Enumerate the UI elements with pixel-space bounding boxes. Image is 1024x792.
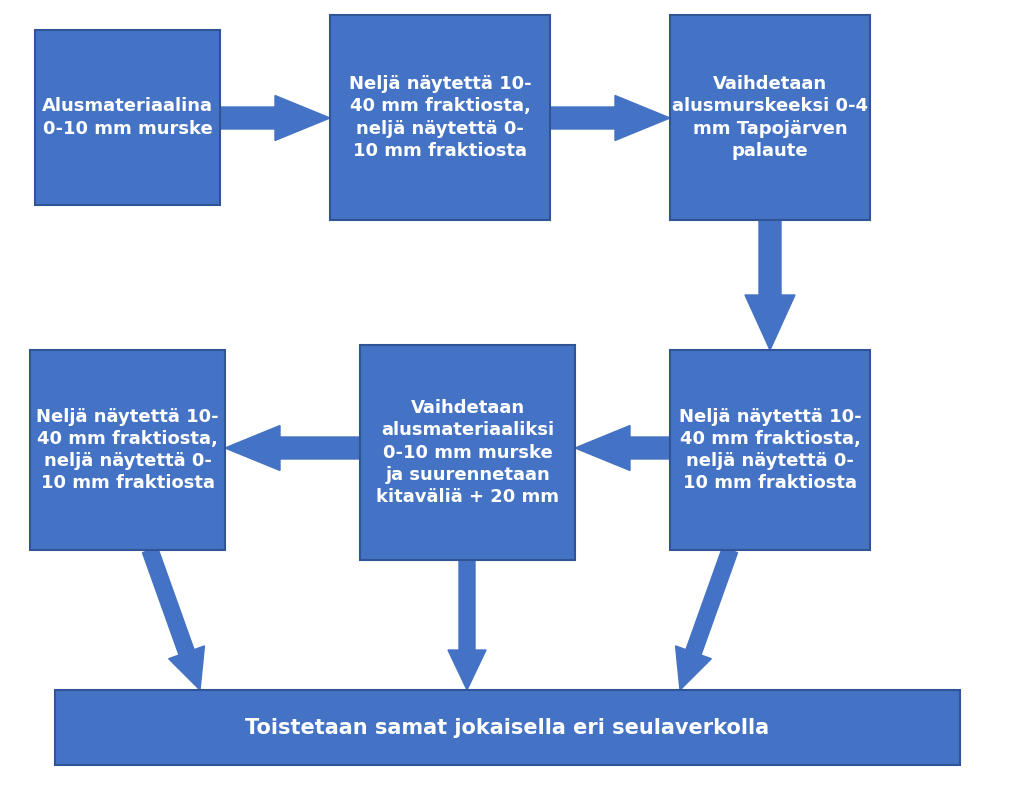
FancyBboxPatch shape <box>670 350 870 550</box>
Polygon shape <box>220 96 330 140</box>
FancyBboxPatch shape <box>360 345 575 560</box>
Text: Toistetaan samat jokaisella eri seulaverkolla: Toistetaan samat jokaisella eri seulaver… <box>246 718 770 737</box>
Text: Vaihdetaan
alusmurskeeksi 0-4
mm Tapojärven
palaute: Vaihdetaan alusmurskeeksi 0-4 mm Tapojär… <box>672 75 868 160</box>
Text: Neljä näytettä 10-
40 mm fraktiosta,
neljä näytettä 0-
10 mm fraktiosta: Neljä näytettä 10- 40 mm fraktiosta, nel… <box>36 408 219 493</box>
FancyBboxPatch shape <box>30 350 225 550</box>
Text: Alusmateriaalina
0-10 mm murske: Alusmateriaalina 0-10 mm murske <box>42 97 213 138</box>
Text: Neljä näytettä 10-
40 mm fraktiosta,
neljä näytettä 0-
10 mm fraktiosta: Neljä näytettä 10- 40 mm fraktiosta, nel… <box>349 75 531 160</box>
Text: Vaihdetaan
alusmateriaaliksi
0-10 mm murske
ja suurennetaan
kitaväliä + 20 mm: Vaihdetaan alusmateriaaliksi 0-10 mm mur… <box>376 399 559 506</box>
Polygon shape <box>676 547 737 690</box>
FancyBboxPatch shape <box>35 30 220 205</box>
FancyBboxPatch shape <box>55 690 961 765</box>
Polygon shape <box>225 425 360 470</box>
Polygon shape <box>550 96 670 140</box>
Polygon shape <box>449 560 486 690</box>
FancyBboxPatch shape <box>330 15 550 220</box>
Polygon shape <box>142 547 205 690</box>
FancyBboxPatch shape <box>670 15 870 220</box>
Polygon shape <box>745 220 795 350</box>
Text: Neljä näytettä 10-
40 mm fraktiosta,
neljä näytettä 0-
10 mm fraktiosta: Neljä näytettä 10- 40 mm fraktiosta, nel… <box>679 408 861 493</box>
Polygon shape <box>575 425 670 470</box>
